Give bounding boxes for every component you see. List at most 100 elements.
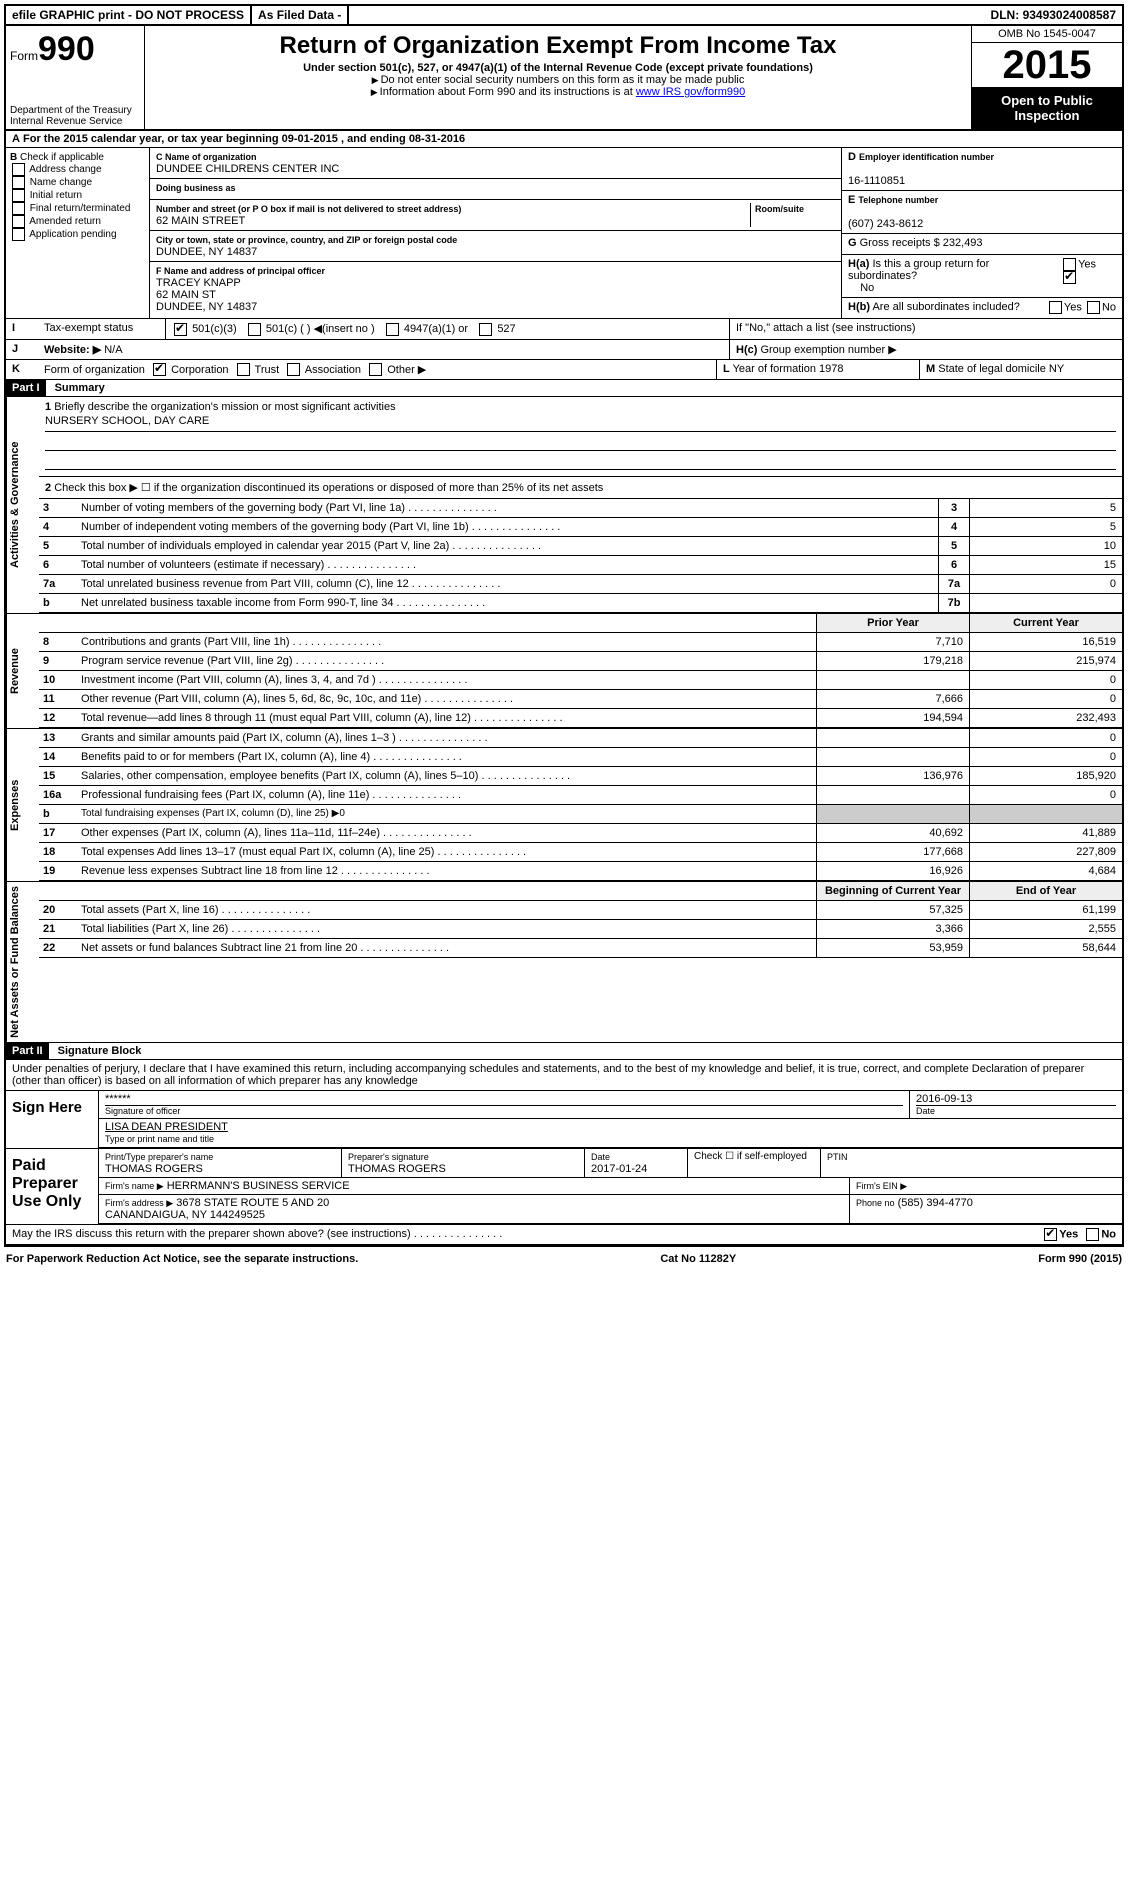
summary-line: 14 Benefits paid to or for members (Part… (39, 748, 1122, 767)
vtab-revenue: Revenue (6, 614, 39, 728)
prior-year-value: 40,692 (816, 824, 969, 842)
current-year-value: 4,684 (969, 862, 1122, 880)
form-number: 990 (38, 30, 95, 68)
vtab-expenses: Expenses (6, 729, 39, 881)
summary-line: 15 Salaries, other compensation, employe… (39, 767, 1122, 786)
form-number-block: Form990 (10, 30, 140, 69)
chk-final-return[interactable] (12, 202, 25, 215)
chk-ha-no[interactable] (1063, 271, 1076, 284)
current-year-value: 0 (969, 786, 1122, 804)
summary-line: 21 Total liabilities (Part X, line 26) 3… (39, 920, 1122, 939)
prior-year-value (816, 805, 969, 823)
paid-preparer-label: Paid Preparer Use Only (6, 1149, 99, 1224)
chk-501c3[interactable] (174, 323, 187, 336)
perjury-declaration: Under penalties of perjury, I declare th… (6, 1060, 1122, 1091)
efile-notice: efile GRAPHIC print - DO NOT PROCESS (6, 6, 252, 24)
as-filed-label: As Filed Data - (252, 6, 349, 24)
current-year-value: 232,493 (969, 709, 1122, 727)
prior-year-value: 136,976 (816, 767, 969, 785)
prior-year-value: 194,594 (816, 709, 969, 727)
netassets-header-row: Beginning of Current Year End of Year (39, 882, 1122, 901)
preparer-name: THOMAS ROGERS (105, 1163, 203, 1175)
summary-line: b Net unrelated business taxable income … (39, 594, 1122, 613)
chk-hb-yes[interactable] (1049, 301, 1062, 314)
current-year-value: 0 (969, 729, 1122, 747)
chk-initial-return[interactable] (12, 189, 25, 202)
sign-here-label: Sign Here (6, 1091, 99, 1148)
telephone: (607) 243-8612 (848, 218, 923, 230)
header-right: OMB No 1545-0047 2015 Open to Public Ins… (971, 26, 1122, 129)
department-label: Department of the Treasury Internal Reve… (10, 105, 132, 127)
summary-line: 22 Net assets or fund balances Subtract … (39, 939, 1122, 958)
year-begin: 09-01-2015 (282, 133, 338, 145)
summary-line: 17 Other expenses (Part IX, column (A), … (39, 824, 1122, 843)
omb-number: OMB No 1545-0047 (972, 26, 1122, 43)
governance-block: Activities & Governance 1 Briefly descri… (6, 397, 1122, 614)
ha-answer: No (860, 282, 874, 294)
chk-association[interactable] (287, 363, 300, 376)
prior-year-value: 16,926 (816, 862, 969, 880)
col-d-identifiers: D Employer identification number 16-1110… (842, 148, 1122, 318)
gross-receipts: 232,493 (943, 237, 983, 249)
preparer-date: 2017-01-24 (591, 1163, 647, 1175)
summary-line: 5 Total number of individuals employed i… (39, 537, 1122, 556)
chk-discuss-no[interactable] (1086, 1228, 1099, 1241)
line-value: 15 (969, 556, 1122, 574)
org-name: DUNDEE CHILDRENS CENTER INC (156, 163, 339, 175)
chk-application-pending[interactable] (12, 228, 25, 241)
header-mid: Return of Organization Exempt From Incom… (145, 26, 971, 129)
summary-line: 4 Number of independent voting members o… (39, 518, 1122, 537)
part-ii-header: Part II Signature Block (6, 1043, 1122, 1060)
irs-link[interactable]: www IRS gov/form990 (636, 86, 745, 98)
chk-501c[interactable] (248, 323, 261, 336)
top-bar: efile GRAPHIC print - DO NOT PROCESS As … (6, 6, 1122, 26)
info-block-bcd: B Check if applicable Address change Nam… (6, 148, 1122, 319)
chk-name-change[interactable] (12, 176, 25, 189)
prior-year-value (816, 729, 969, 747)
summary-line: 13 Grants and similar amounts paid (Part… (39, 729, 1122, 748)
chk-amended-return[interactable] (12, 215, 25, 228)
summary-line: 3 Number of voting members of the govern… (39, 499, 1122, 518)
line-value: 5 (969, 518, 1122, 536)
org-city: DUNDEE, NY 14837 (156, 246, 257, 258)
chk-hb-no[interactable] (1087, 301, 1100, 314)
legal-domicile: NY (1049, 363, 1064, 375)
current-year-value: 185,920 (969, 767, 1122, 785)
summary-line: 16a Professional fundraising fees (Part … (39, 786, 1122, 805)
current-year-value: 215,974 (969, 652, 1122, 670)
chk-address-change[interactable] (12, 163, 25, 176)
footer-mid: Cat No 11282Y (660, 1253, 736, 1265)
row-i-tax-exempt: I Tax-exempt status 501(c)(3) 501(c) ( )… (6, 319, 1122, 340)
row-k-form-org: K Form of organization Corporation Trust… (6, 360, 1122, 381)
line-value: 0 (969, 575, 1122, 593)
vtab-netassets: Net Assets or Fund Balances (6, 882, 39, 1042)
form-title: Return of Organization Exempt From Incom… (149, 32, 967, 60)
open-to-public: Open to Public Inspection (972, 87, 1122, 129)
revenue-header-row: Prior Year Current Year (39, 614, 1122, 633)
footer-right: Form 990 (2015) (1038, 1253, 1122, 1265)
col-c-org-info: C Name of organization DUNDEE CHILDRENS … (150, 148, 842, 318)
chk-other[interactable] (369, 363, 382, 376)
current-year-value: 0 (969, 748, 1122, 766)
mission-text: NURSERY SCHOOL, DAY CARE (45, 415, 1116, 432)
col-b-checkboxes: B Check if applicable Address change Nam… (6, 148, 150, 318)
chk-4947[interactable] (386, 323, 399, 336)
summary-line: 12 Total revenue—add lines 8 through 11 … (39, 709, 1122, 728)
chk-trust[interactable] (237, 363, 250, 376)
current-year-value: 16,519 (969, 633, 1122, 651)
year-end: 08-31-2016 (409, 133, 465, 145)
begin-year-value: 53,959 (816, 939, 969, 957)
revenue-block: Revenue Prior Year Current Year 8 Contri… (6, 614, 1122, 729)
form-subtitle: Under section 501(c), 527, or 4947(a)(1)… (149, 62, 967, 74)
website-value: N/A (104, 344, 122, 356)
sign-date: 2016-09-13 (916, 1093, 972, 1105)
year-of-formation: 1978 (819, 363, 843, 375)
end-year-value: 61,199 (969, 901, 1122, 919)
sign-here-block: Sign Here ****** Signature of officer 20… (6, 1091, 1122, 1149)
chk-discuss-yes[interactable] (1044, 1228, 1057, 1241)
discuss-row: May the IRS discuss this return with the… (6, 1225, 1122, 1245)
principal-officer: TRACEY KNAPP 62 MAIN ST DUNDEE, NY 14837 (156, 277, 257, 313)
chk-corporation[interactable] (153, 363, 166, 376)
chk-527[interactable] (479, 323, 492, 336)
end-year-value: 2,555 (969, 920, 1122, 938)
